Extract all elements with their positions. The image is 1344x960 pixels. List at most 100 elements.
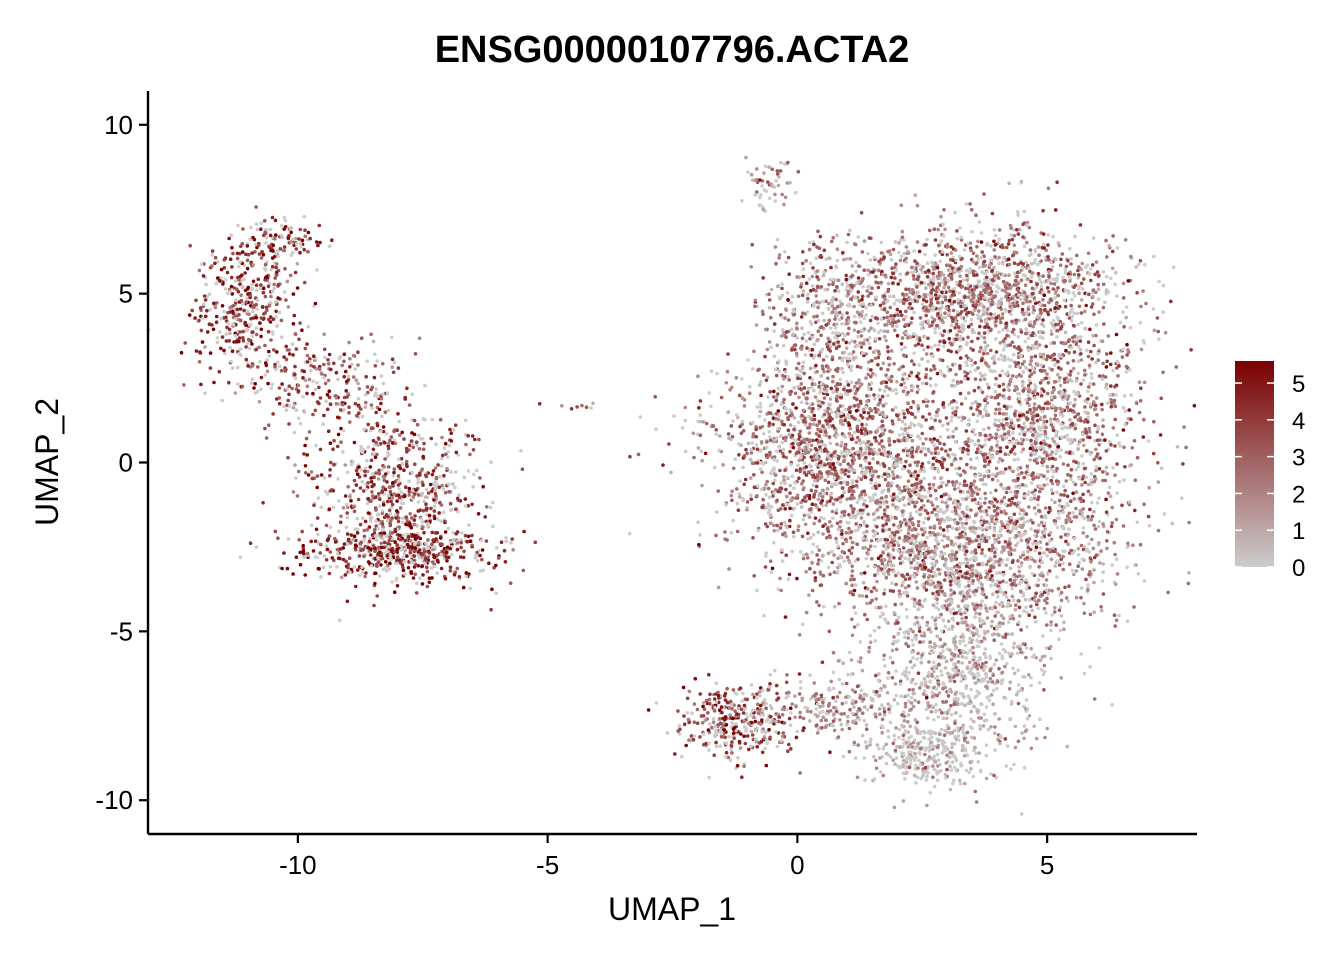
cell-point: [785, 494, 789, 499]
cell-point: [898, 278, 903, 283]
cell-point: [889, 454, 893, 458]
cell-point: [1077, 304, 1082, 309]
cell-point: [259, 221, 264, 225]
cell-point: [949, 462, 954, 467]
cell-point: [331, 447, 335, 452]
cell-point: [366, 560, 371, 564]
cell-point: [812, 413, 817, 418]
cell-point: [379, 401, 383, 406]
cell-point: [873, 356, 878, 361]
cell-point: [924, 437, 928, 441]
cell-point: [767, 421, 772, 425]
cell-point: [376, 556, 380, 560]
cell-point: [369, 480, 374, 484]
cell-point: [943, 315, 947, 320]
cell-point: [848, 228, 852, 233]
cell-point: [244, 252, 248, 257]
cell-point: [490, 587, 494, 592]
cell-point: [239, 293, 243, 298]
cell-point: [839, 444, 843, 448]
cell-point: [488, 505, 493, 510]
cell-point: [1104, 238, 1108, 243]
cell-point: [904, 459, 908, 464]
cell-point: [1075, 253, 1079, 258]
cell-point: [873, 544, 877, 549]
cell-point: [293, 372, 297, 377]
cell-point: [798, 550, 803, 554]
cell-point: [464, 571, 469, 575]
cell-point: [755, 484, 760, 488]
cell-point: [1035, 346, 1039, 350]
cell-point: [235, 251, 240, 256]
cell-point: [804, 570, 808, 574]
cell-point: [275, 360, 280, 365]
cell-point: [302, 369, 307, 374]
cell-point: [775, 498, 779, 503]
cell-point: [312, 503, 316, 508]
cell-point: [1026, 277, 1030, 281]
cell-point: [901, 373, 906, 377]
cell-point: [803, 450, 808, 455]
cell-point: [993, 254, 997, 259]
cell-point: [322, 347, 327, 352]
cell-point: [765, 440, 769, 444]
cell-point: [843, 391, 848, 396]
cell-point: [240, 284, 244, 289]
cell-point: [955, 236, 959, 241]
cell-point: [254, 205, 258, 209]
cell-point: [1093, 272, 1097, 277]
cell-point: [968, 267, 973, 271]
cell-point: [240, 250, 245, 254]
cell-point: [1069, 303, 1073, 308]
cell-point: [799, 382, 804, 386]
cell-point: [730, 498, 734, 503]
cell-point: [387, 567, 392, 571]
cell-point: [537, 402, 542, 406]
cell-point: [802, 513, 807, 518]
cell-point: [454, 470, 458, 474]
cell-point: [238, 330, 242, 334]
cell-point: [250, 282, 254, 287]
cell-point: [479, 538, 484, 543]
cell-point: [268, 233, 273, 238]
cell-point: [707, 391, 712, 395]
cell-point: [925, 275, 930, 279]
cell-point: [1001, 348, 1006, 352]
cell-point: [264, 305, 269, 310]
cell-point: [745, 500, 750, 504]
cell-point: [250, 377, 255, 382]
cell-point: [938, 339, 942, 344]
cell-point: [891, 281, 895, 285]
cell-point: [933, 288, 937, 293]
cell-point: [825, 487, 830, 491]
cell-point: [819, 515, 823, 520]
cell-point: [328, 441, 333, 446]
cell-point: [908, 335, 913, 340]
cell-point: [1023, 331, 1028, 336]
cell-point: [364, 375, 369, 379]
cell-point: [886, 289, 890, 294]
cell-point: [879, 240, 884, 245]
cell-point: [423, 556, 428, 560]
chart-title: ENSG00000107796.ACTA2: [435, 29, 910, 71]
cell-point: [237, 339, 241, 344]
cell-point: [398, 433, 402, 437]
cell-point: [335, 415, 340, 420]
cell-point: [254, 545, 259, 549]
cell-point: [812, 388, 816, 393]
cell-point: [401, 516, 405, 520]
cell-point: [996, 460, 1001, 464]
cell-point: [376, 526, 380, 531]
cell-point: [816, 497, 821, 502]
cell-point: [381, 381, 386, 386]
cell-point: [445, 545, 450, 549]
cell-point: [1022, 209, 1027, 214]
cell-point: [810, 502, 815, 507]
cell-point: [831, 502, 836, 506]
cell-point: [826, 480, 831, 485]
cell-point: [788, 414, 792, 418]
cell-point: [338, 408, 343, 412]
cell-point: [869, 381, 874, 385]
cell-point: [913, 193, 918, 197]
cell-point: [845, 555, 850, 559]
